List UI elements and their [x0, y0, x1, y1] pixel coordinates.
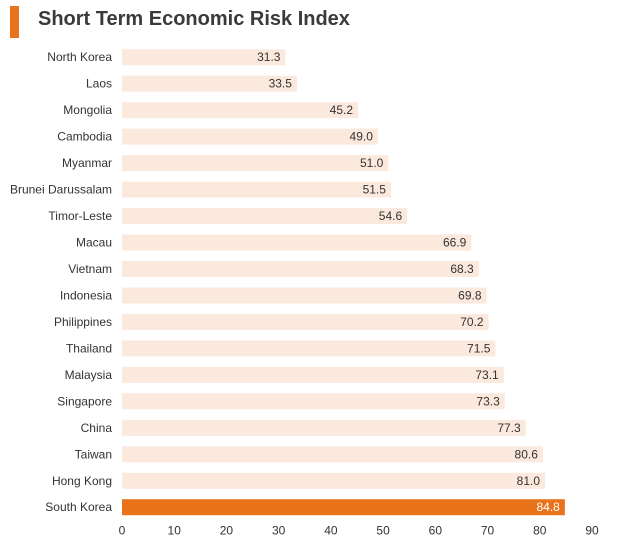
category-label-indonesia: Indonesia	[60, 288, 112, 302]
bar-myanmar	[122, 155, 389, 172]
x-tick-label-20: 20	[220, 523, 234, 537]
category-label-hong-kong: Hong Kong	[52, 474, 112, 488]
value-label-timor-leste: 54.6	[379, 209, 403, 223]
value-label-brunei-darussalam: 51.5	[363, 183, 387, 197]
value-label-south-korea: 84.8	[536, 500, 560, 514]
bar-brunei-darussalam	[122, 181, 391, 198]
bar-indonesia	[122, 287, 487, 304]
bar-philippines	[122, 313, 489, 330]
value-label-philippines: 70.2	[460, 315, 484, 329]
category-label-malaysia: Malaysia	[65, 368, 113, 382]
x-tick-label-30: 30	[272, 523, 286, 537]
category-label-philippines: Philippines	[54, 315, 112, 329]
value-label-laos: 33.5	[269, 77, 293, 91]
bar-mongolia	[122, 102, 359, 119]
x-tick-label-60: 60	[429, 523, 443, 537]
value-label-cambodia: 49.0	[350, 130, 374, 144]
category-label-brunei-darussalam: Brunei Darussalam	[10, 183, 112, 197]
bar-china	[122, 419, 526, 436]
bar-malaysia	[122, 366, 504, 383]
category-label-south-korea: South Korea	[45, 500, 112, 514]
category-label-timor-leste: Timor-Leste	[48, 209, 112, 223]
title-accent-bar	[10, 6, 19, 38]
category-label-north-korea: North Korea	[47, 50, 112, 64]
bar-singapore	[122, 393, 505, 410]
category-label-cambodia: Cambodia	[57, 130, 112, 144]
value-label-thailand: 71.5	[467, 341, 491, 355]
category-label-china: China	[81, 421, 113, 435]
value-label-north-korea: 31.3	[257, 50, 281, 64]
category-label-mongolia: Mongolia	[63, 103, 112, 117]
bar-taiwan	[122, 446, 543, 463]
bar-cambodia	[122, 128, 378, 145]
x-tick-label-90: 90	[585, 523, 599, 537]
value-label-vietnam: 68.3	[450, 262, 474, 276]
value-label-singapore: 73.3	[476, 394, 500, 408]
x-tick-label-0: 0	[119, 523, 126, 537]
value-label-hong-kong: 81.0	[517, 474, 541, 488]
category-label-vietnam: Vietnam	[68, 262, 112, 276]
x-tick-label-50: 50	[376, 523, 390, 537]
bar-south-korea	[122, 499, 565, 516]
bar-macau	[122, 234, 472, 251]
bar-timor-leste	[122, 208, 408, 225]
value-label-indonesia: 69.8	[458, 288, 482, 302]
value-label-malaysia: 73.1	[475, 368, 499, 382]
chart-title: Short Term Economic Risk Index	[38, 8, 350, 30]
value-label-mongolia: 45.2	[330, 103, 354, 117]
value-label-myanmar: 51.0	[360, 156, 384, 170]
x-tick-label-70: 70	[481, 523, 495, 537]
x-tick-label-80: 80	[533, 523, 547, 537]
value-label-macau: 66.9	[443, 236, 467, 250]
value-label-taiwan: 80.6	[515, 447, 539, 461]
bar-vietnam	[122, 260, 479, 277]
category-label-thailand: Thailand	[66, 341, 112, 355]
bar-laos	[122, 75, 297, 92]
category-label-singapore: Singapore	[57, 394, 112, 408]
x-tick-label-40: 40	[324, 523, 338, 537]
x-tick-label-10: 10	[168, 523, 182, 537]
category-label-macau: Macau	[76, 236, 112, 250]
value-label-china: 77.3	[497, 421, 521, 435]
bar-thailand	[122, 340, 496, 357]
category-label-myanmar: Myanmar	[62, 156, 112, 170]
bar-north-korea	[122, 49, 286, 66]
bar-hong-kong	[122, 472, 545, 489]
category-label-laos: Laos	[86, 77, 112, 91]
category-label-taiwan: Taiwan	[75, 447, 112, 461]
